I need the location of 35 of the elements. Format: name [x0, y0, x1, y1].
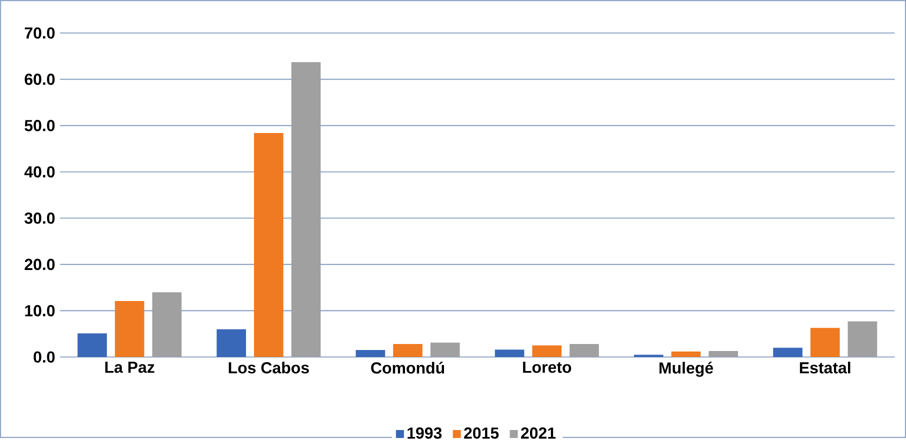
bar [216, 329, 246, 358]
bar [393, 344, 422, 358]
legend-label: 2015 [464, 427, 499, 439]
bar [532, 345, 562, 358]
bar [254, 133, 284, 358]
bar [114, 301, 144, 358]
legend-label: 2021 [521, 427, 556, 439]
x-tick-label: La Paz [105, 362, 154, 373]
bar [810, 328, 840, 358]
y-tick-label: 10.0 [25, 305, 55, 316]
x-tick-label: Comondú [371, 362, 444, 374]
x-tick-label: Estatal [800, 362, 850, 374]
bar [291, 62, 321, 358]
x-tick-label: Los Cabos [228, 362, 309, 374]
y-tick-label: 70.0 [24, 27, 55, 39]
bar [773, 348, 802, 358]
bar [671, 351, 701, 358]
y-tick-label: 30.0 [24, 212, 55, 224]
y-tick-label: 20.0 [24, 258, 55, 270]
bar [634, 354, 664, 358]
y-tick-label: 60.0 [24, 74, 55, 85]
bar [708, 351, 738, 358]
bar [848, 321, 878, 358]
bar [494, 350, 524, 358]
x-tick-label: Loreto [523, 362, 572, 373]
bar [430, 342, 460, 358]
bar [78, 333, 107, 358]
x-tick-label: Mulegé [660, 362, 714, 377]
y-tick-label: 50.0 [24, 120, 55, 132]
bar [570, 344, 599, 358]
legend-label: 1993 [408, 427, 442, 439]
y-tick-label: 40.0 [24, 166, 55, 178]
bar [356, 350, 386, 358]
bar [152, 292, 182, 358]
y-tick-label: 0.0 [34, 351, 55, 363]
